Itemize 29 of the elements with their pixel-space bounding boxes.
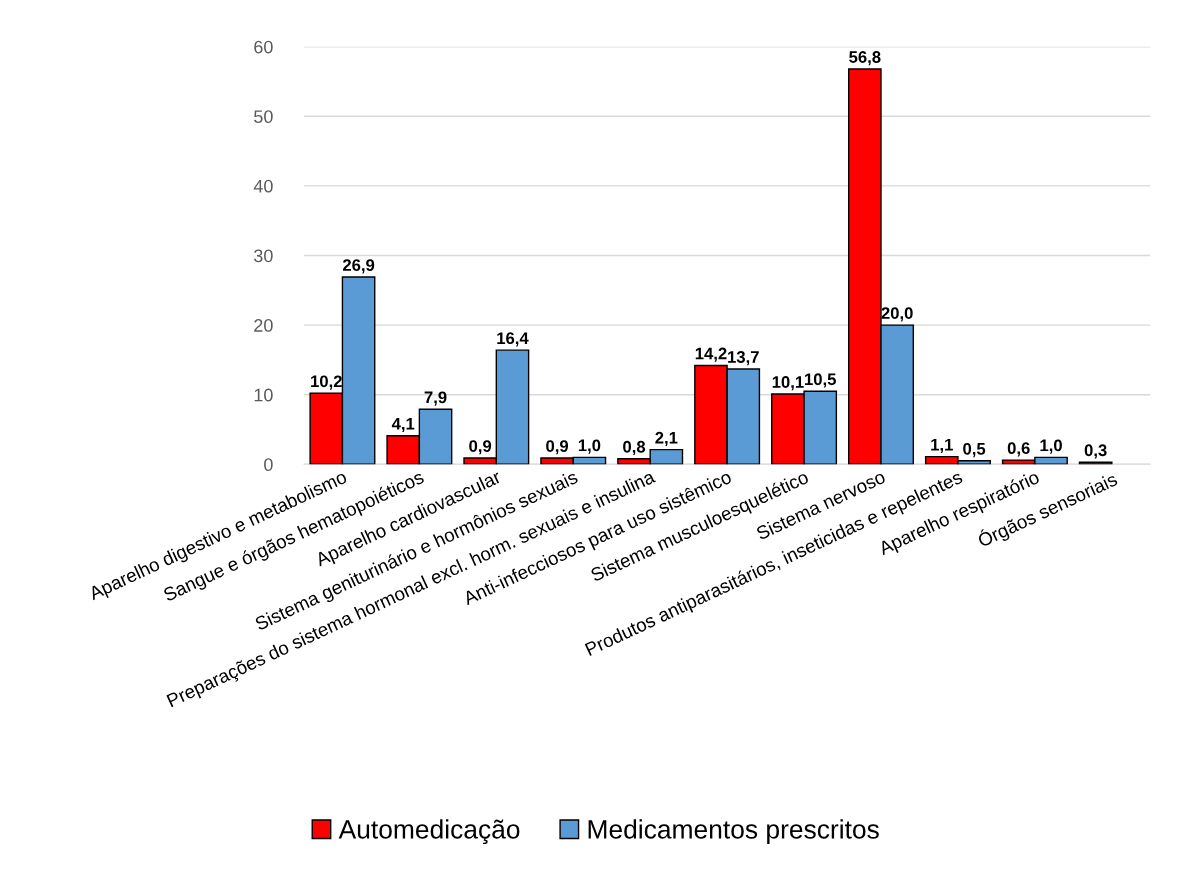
data-label: 4,1 bbox=[391, 418, 415, 433]
y-tick-label: 20 bbox=[254, 319, 273, 332]
y-tick-label: 10 bbox=[254, 388, 273, 402]
y-tick-label: 50 bbox=[254, 110, 273, 124]
y-tick-label: 60 bbox=[254, 40, 273, 54]
data-label: 1,0 bbox=[578, 439, 601, 454]
data-label: 0,6 bbox=[1007, 442, 1030, 457]
data-label: 10,5 bbox=[805, 373, 836, 388]
legend-label: Medicamentos prescritos bbox=[588, 819, 879, 844]
data-label: 0,5 bbox=[963, 442, 986, 458]
data-label: 13,7 bbox=[728, 351, 759, 366]
y-tick-label: 30 bbox=[254, 249, 273, 263]
data-label: 10,1 bbox=[772, 376, 804, 391]
data-label: 56,8 bbox=[849, 51, 881, 66]
data-label: 7,9 bbox=[424, 391, 447, 406]
data-label: 26,9 bbox=[342, 259, 375, 274]
y-tick-label: 40 bbox=[253, 179, 273, 193]
data-label: 1,1 bbox=[931, 438, 953, 453]
data-label: 1,0 bbox=[1040, 439, 1062, 454]
data-label: 2,1 bbox=[655, 431, 678, 447]
legend-label: Automedicação bbox=[338, 819, 520, 845]
data-label: 14,2 bbox=[695, 347, 727, 362]
data-label: 0,9 bbox=[546, 440, 569, 455]
y-tick-label: 0 bbox=[264, 458, 273, 472]
data-label: 0,9 bbox=[469, 440, 492, 455]
data-label: 16,4 bbox=[497, 332, 529, 347]
data-label: 0,3 bbox=[1084, 444, 1107, 459]
data-label: 10,2 bbox=[311, 375, 342, 390]
data-label: 0,8 bbox=[623, 440, 646, 456]
